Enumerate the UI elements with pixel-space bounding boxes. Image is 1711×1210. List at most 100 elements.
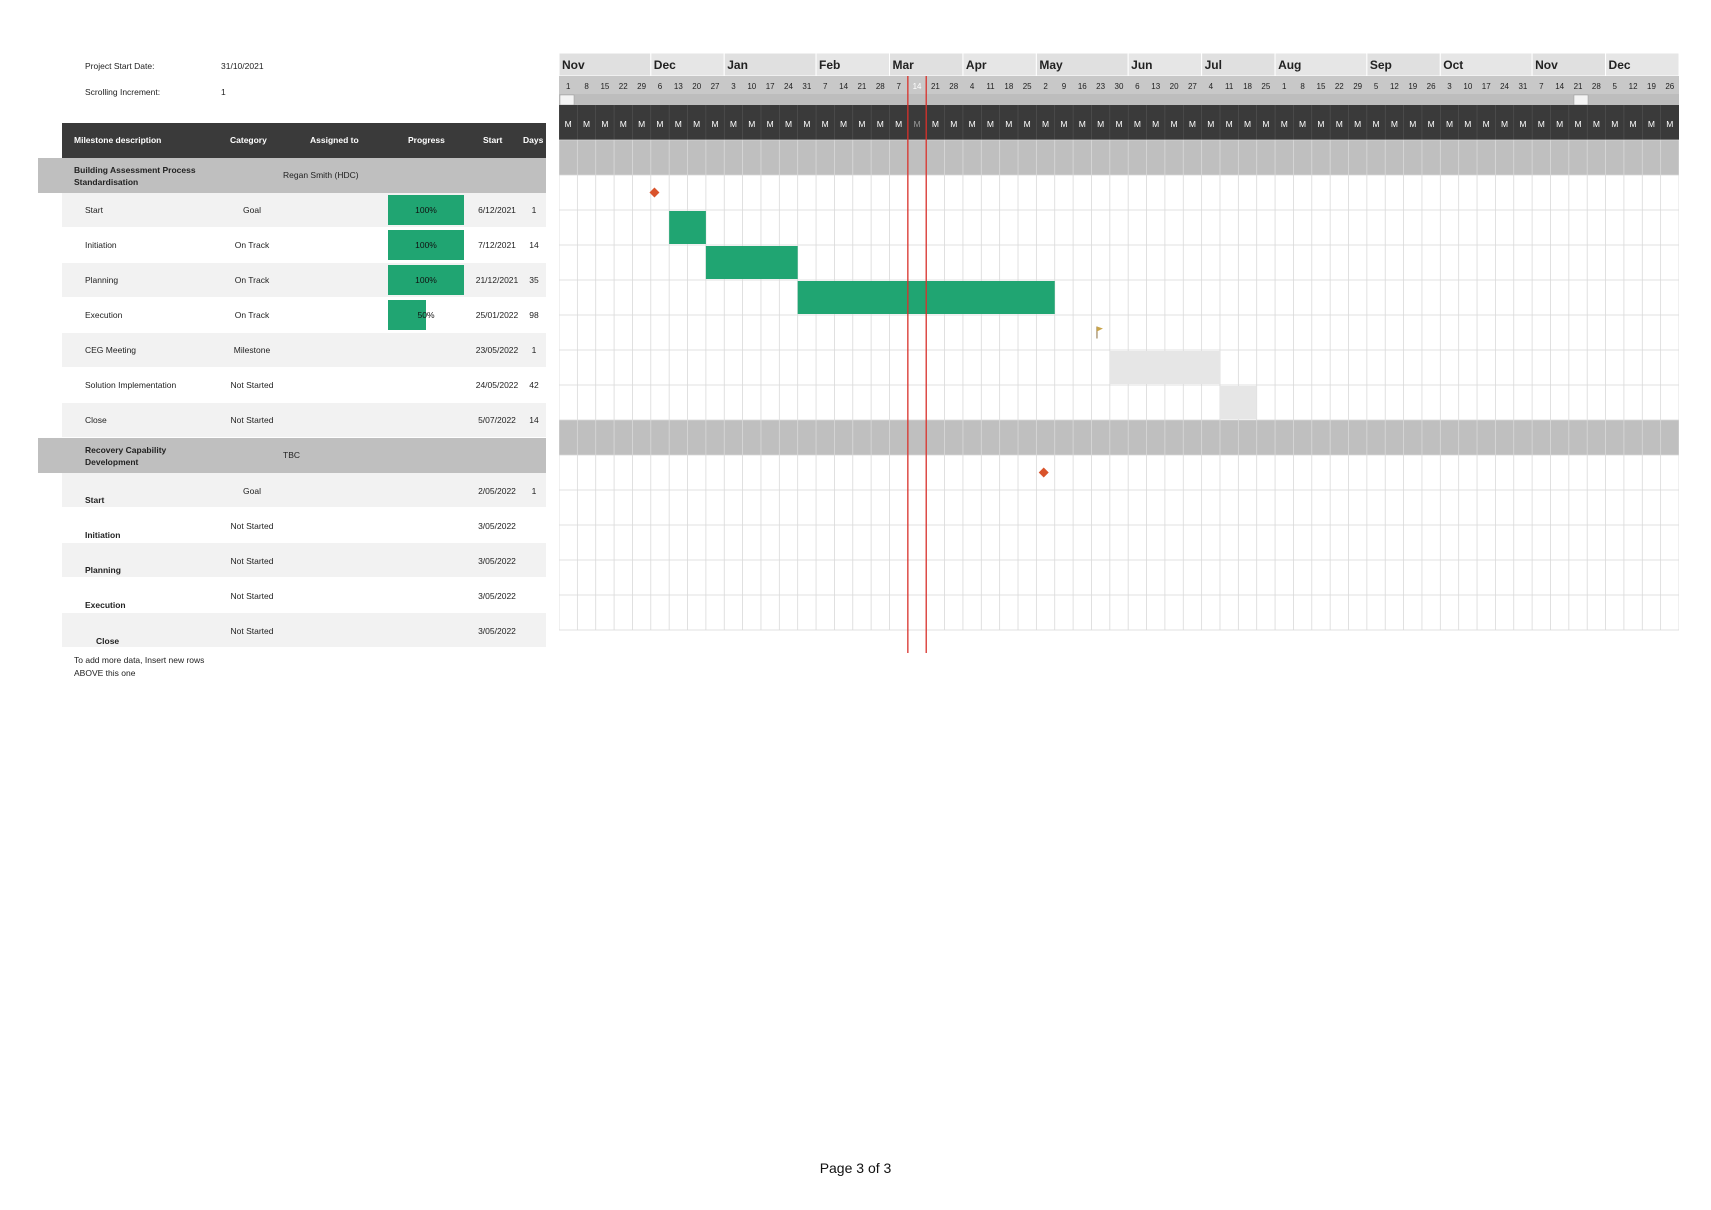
task-row[interactable]: Start Goal 2/05/2022 1 bbox=[62, 473, 546, 507]
group-title-line2: Standardisation bbox=[74, 177, 139, 187]
task-row[interactable]: CEG Meeting Milestone 23/05/2022 1 bbox=[62, 333, 546, 367]
day-letter: M bbox=[1244, 119, 1251, 129]
day-letter: M bbox=[1428, 119, 1435, 129]
task-row[interactable]: Close Not Started 5/07/2022 14 bbox=[62, 403, 546, 437]
task-start: 2/05/2022 bbox=[478, 486, 516, 496]
group-title: Building Assessment Process Standardisat… bbox=[74, 164, 196, 188]
day-letter: M bbox=[987, 119, 994, 129]
task-start: 3/05/2022 bbox=[478, 556, 516, 566]
month-label: Apr bbox=[966, 58, 987, 72]
week-day-label: 12 bbox=[1629, 82, 1638, 91]
month-label: Sep bbox=[1370, 58, 1392, 72]
group-title-line2: Development bbox=[85, 457, 139, 467]
task-row[interactable]: Solution Implementation Not Started 24/0… bbox=[62, 368, 546, 402]
month-label: Oct bbox=[1443, 58, 1463, 72]
task-bar-planned bbox=[1109, 351, 1220, 384]
task-start: 23/05/2022 bbox=[475, 345, 519, 355]
month-label: Nov bbox=[562, 58, 585, 72]
week-day-label: 11 bbox=[1225, 82, 1234, 91]
day-letter: M bbox=[730, 119, 737, 129]
project-start-value[interactable]: 31/10/2021 bbox=[221, 61, 264, 71]
scroll-increment-value[interactable]: 1 bbox=[221, 87, 226, 97]
task-row[interactable]: Start Goal 100% 6/12/2021 1 bbox=[62, 193, 546, 227]
task-category: Not Started bbox=[230, 415, 274, 425]
task-bar-planned bbox=[1219, 386, 1257, 419]
day-letter: M bbox=[1281, 119, 1288, 129]
group-assigned: Regan Smith (HDC) bbox=[283, 170, 359, 180]
week-day-label: 14 bbox=[913, 82, 922, 91]
milestone-diamond-icon bbox=[1038, 467, 1049, 478]
week-day-label: 1 bbox=[1282, 82, 1287, 91]
task-category: On Track bbox=[234, 310, 270, 320]
header-milestone: Milestone description bbox=[74, 135, 162, 145]
task-days: 14 bbox=[529, 240, 539, 250]
week-day-label: 20 bbox=[1170, 82, 1179, 91]
task-category: On Track bbox=[234, 240, 270, 250]
task-category: Not Started bbox=[230, 591, 274, 601]
week-day-label: 27 bbox=[711, 82, 720, 91]
day-letter: M bbox=[1611, 119, 1618, 129]
day-letter: M bbox=[1556, 119, 1563, 129]
week-day-label: 21 bbox=[857, 82, 866, 91]
task-category: Not Started bbox=[230, 521, 274, 531]
week-day-label: 28 bbox=[1592, 82, 1601, 91]
day-letter: M bbox=[858, 119, 865, 129]
task-bar bbox=[705, 246, 798, 279]
page-number: Page 3 of 3 bbox=[819, 1160, 892, 1176]
month-label: Nov bbox=[1535, 58, 1558, 72]
day-letter: M bbox=[1593, 119, 1600, 129]
task-start: 7/12/2021 bbox=[478, 240, 516, 250]
task-category: Not Started bbox=[230, 626, 274, 636]
week-day-label: 11 bbox=[986, 82, 995, 91]
day-letter: M bbox=[1024, 119, 1031, 129]
day-letter: M bbox=[1060, 119, 1067, 129]
week-day-label: 26 bbox=[1427, 82, 1436, 91]
task-name: Solution Implementation bbox=[85, 380, 177, 390]
task-row[interactable]: Planning On Track 100% 21/12/2021 35 bbox=[62, 263, 546, 297]
task-name: CEG Meeting bbox=[85, 345, 137, 355]
month-label: Aug bbox=[1278, 58, 1301, 72]
day-letter: M bbox=[620, 119, 627, 129]
scrollbar-left-button bbox=[559, 94, 575, 106]
footer-note: To add more data, Insert new rows ABOVE … bbox=[74, 654, 204, 680]
task-row[interactable]: Planning Not Started 3/05/2022 bbox=[62, 543, 546, 577]
day-letter: M bbox=[950, 119, 957, 129]
gantt-row bbox=[559, 315, 1679, 350]
day-letter: M bbox=[601, 119, 608, 129]
header-assigned: Assigned to bbox=[310, 135, 359, 145]
gantt-row bbox=[559, 175, 1679, 210]
task-bar bbox=[669, 211, 706, 244]
task-category: Not Started bbox=[230, 556, 274, 566]
day-letter: M bbox=[1042, 119, 1049, 129]
task-start: 21/12/2021 bbox=[475, 275, 519, 285]
task-name: Start bbox=[85, 205, 103, 215]
week-day-label: 19 bbox=[1647, 82, 1656, 91]
day-letter: M bbox=[656, 119, 663, 129]
header-start: Start bbox=[483, 135, 503, 145]
task-row[interactable]: Close Not Started 3/05/2022 bbox=[62, 613, 546, 647]
gantt-row bbox=[559, 595, 1679, 630]
week-day-label: 27 bbox=[1188, 82, 1197, 91]
progress-value: 50% bbox=[417, 310, 435, 320]
day-letter: M bbox=[1134, 119, 1141, 129]
week-day-label: 6 bbox=[1135, 82, 1140, 91]
task-row[interactable]: Initiation On Track 100% 7/12/2021 14 bbox=[62, 228, 546, 262]
day-letter: M bbox=[1409, 119, 1416, 129]
day-row-bg bbox=[559, 76, 1679, 94]
group-row: Recovery Capability Development TBC bbox=[38, 438, 546, 473]
day-letter: M bbox=[1446, 119, 1453, 129]
header-progress: Progress bbox=[408, 135, 445, 145]
progress-value: 100% bbox=[415, 205, 437, 215]
day-letter: M bbox=[803, 119, 810, 129]
task-row[interactable]: Execution On Track 50% 25/01/2022 98 bbox=[62, 298, 546, 332]
month-label: Jul bbox=[1205, 58, 1222, 72]
task-row[interactable]: Initiation Not Started 3/05/2022 bbox=[62, 508, 546, 542]
week-day-label: 28 bbox=[949, 82, 958, 91]
task-row[interactable]: Execution Not Started 3/05/2022 bbox=[62, 578, 546, 612]
week-day-label: 5 bbox=[1374, 82, 1379, 91]
week-day-label: 24 bbox=[1500, 82, 1509, 91]
task-category: Goal bbox=[243, 205, 261, 215]
day-letter: M bbox=[638, 119, 645, 129]
day-letter: M bbox=[1648, 119, 1655, 129]
progress-bar bbox=[388, 230, 464, 260]
